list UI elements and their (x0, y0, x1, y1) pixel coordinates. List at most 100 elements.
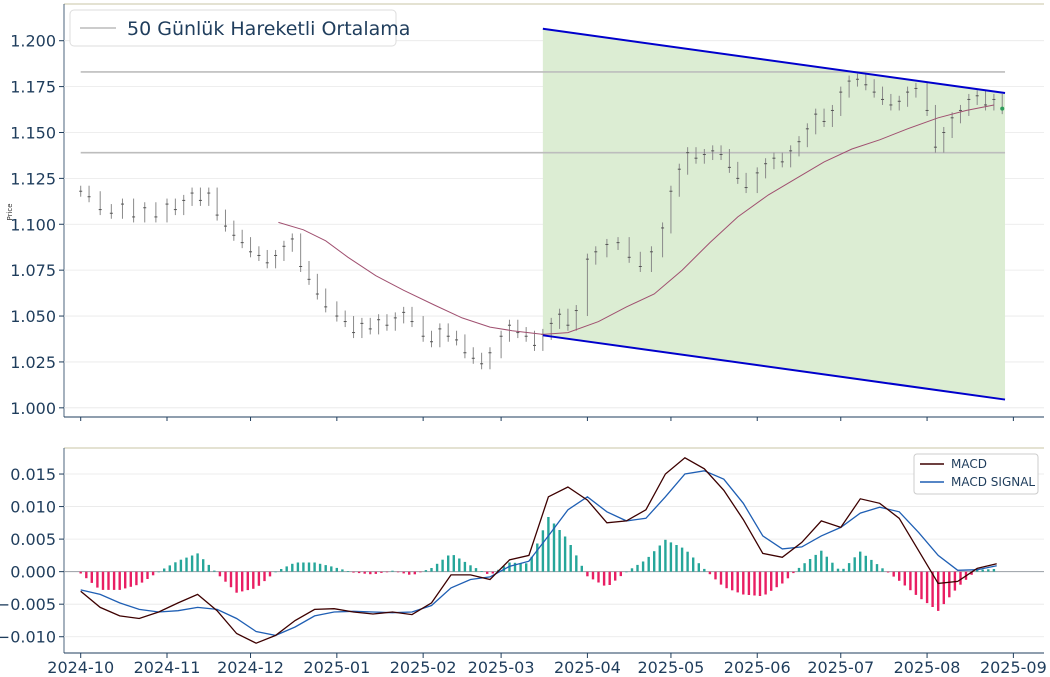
macd-histogram-bar (486, 571, 489, 574)
macd-legend: MACD MACD SIGNAL (913, 453, 1039, 495)
x-tick-label: 2025-03 (468, 658, 535, 677)
price-y-tick-label: 1.100 (10, 215, 56, 234)
signal-legend-label: MACD SIGNAL (951, 475, 1035, 489)
price-y-tick-label: 1.025 (10, 353, 56, 372)
macd-histogram-bar (591, 571, 595, 580)
macd-histogram-bar (786, 571, 790, 579)
macd-histogram-bar (597, 571, 600, 583)
x-tick-label: 2025-02 (390, 658, 457, 677)
macd-histogram-bar (447, 555, 450, 572)
macd-histogram-bar (530, 556, 533, 572)
macd-histogram-bar (792, 571, 795, 574)
macd-histogram-bar (213, 570, 216, 572)
macd-histogram-bar (263, 571, 266, 582)
macd-histogram-bar (881, 568, 884, 572)
macd-histogram-bar (118, 571, 121, 590)
x-tick-label: 2025-08 (894, 658, 961, 677)
macd-histogram-bar (686, 551, 689, 572)
macd-histogram-bar (680, 547, 684, 572)
macd-histogram-bar (190, 555, 194, 572)
macd-histogram-bar (758, 571, 762, 596)
macd-histogram-bar (742, 571, 745, 595)
macd-histogram-bar (653, 551, 656, 572)
price-y-label: Price (6, 203, 14, 220)
macd-histogram-bar (797, 567, 801, 572)
macd-histogram-bar (135, 571, 138, 586)
macd-histogram-bar (808, 559, 812, 572)
macd-histogram-bar (185, 557, 188, 572)
macd-histogram-bar (948, 571, 951, 598)
macd-histogram-bar (937, 571, 940, 611)
macd-histogram-bar (168, 565, 171, 572)
macd-y-tick-label: 0.000 (10, 563, 56, 582)
macd-histogram-bar (636, 564, 639, 572)
channel-upper-line (542, 27, 1006, 95)
macd-panel: −0.010 −0.005 0.000 0.005 0.010 0.015 2024-10… (0, 417, 1047, 677)
macd-histogram-bar (229, 571, 233, 588)
macd-y-tick-label: −0.010 (0, 628, 56, 647)
macd-histogram-bar (257, 571, 261, 586)
macd-histogram-bar (697, 563, 700, 572)
macd-histogram-bar (341, 569, 344, 572)
macd-histogram-bar (179, 559, 183, 572)
macd-histogram-bar (925, 571, 929, 604)
macd-histogram-bar (892, 571, 895, 577)
macd-histogram-bar (107, 571, 110, 590)
macd-histogram-bar (614, 571, 617, 581)
macd-histogram-bar (781, 571, 784, 584)
x-tick-label: 2025-01 (303, 658, 370, 677)
macd-histogram-bar (675, 545, 678, 572)
macd-histogram-bar (703, 568, 706, 572)
macd-histogram-bar (352, 571, 355, 573)
macd-histogram-bar (413, 571, 416, 575)
macd-histogram-bar (85, 571, 88, 579)
macd-histogram-bar (291, 563, 294, 572)
macd-histogram-bar (163, 568, 166, 572)
macd-histogram-bar (218, 571, 222, 577)
macd-histogram-bar (820, 550, 823, 572)
macd-histogram-bar (480, 571, 483, 572)
macd-histogram-bar (859, 551, 862, 572)
macd-histogram-bar (886, 571, 890, 573)
macd-line (80, 457, 997, 644)
macd-legend-label: MACD (951, 457, 987, 471)
macd-histogram-bar (235, 571, 238, 593)
macd-histogram-bar (380, 571, 383, 573)
macd-signal-line (80, 470, 997, 637)
macd-histogram-bar (435, 563, 439, 572)
macd-histogram-bar (280, 569, 283, 572)
macd-histogram-bar (875, 564, 879, 572)
macd-histogram-bar (558, 530, 561, 572)
macd-histogram-bar (441, 559, 444, 572)
macd-histogram-bar (408, 571, 411, 575)
macd-histogram-bar (976, 569, 979, 572)
macd-histogram-bar (847, 563, 851, 572)
macd-histogram-bar (831, 562, 834, 572)
macd-histogram-bar (458, 558, 461, 572)
macd-histogram-bar (146, 571, 149, 579)
macd-histogram-bar (396, 571, 400, 573)
macd-histogram-bar (658, 545, 661, 572)
last-price-marker (1000, 106, 1005, 111)
price-y-tick-label: 1.175 (10, 78, 56, 97)
macd-histogram-bar (525, 563, 528, 572)
price-legend-box (69, 9, 397, 47)
macd-histogram-bar (664, 539, 667, 572)
macd-histogram-bar (836, 568, 840, 572)
macd-histogram-bar (552, 523, 556, 572)
macd-histogram-bar (140, 571, 144, 583)
channel-fill (542, 28, 1006, 400)
macd-y-tick-label: 0.005 (10, 530, 56, 549)
macd-histogram-bar (547, 517, 550, 572)
macd-histogram-bar (307, 562, 311, 572)
macd-histogram-bar (519, 563, 522, 572)
macd-histogram-bar (641, 561, 645, 572)
price-y-tick-label: 1.200 (10, 32, 56, 51)
x-tick-label: 2024-11 (134, 658, 201, 677)
macd-histogram-bar (959, 571, 962, 585)
macd-histogram-bar (630, 568, 634, 572)
macd-histogram-bar (870, 559, 873, 572)
macd-histogram-bar (775, 571, 778, 588)
macd-histogram-bar (246, 571, 249, 591)
macd-histogram-bar (463, 561, 467, 572)
